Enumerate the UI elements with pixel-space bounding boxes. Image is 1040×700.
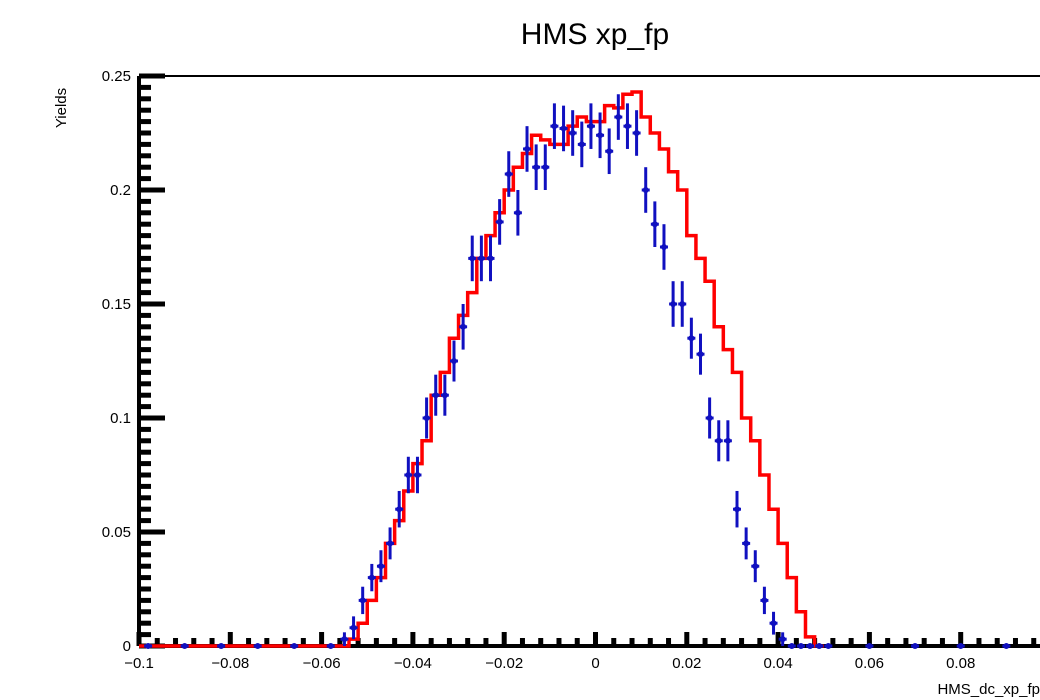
y-tick-label: 0	[123, 638, 131, 655]
data-point	[743, 540, 750, 547]
data-point	[816, 643, 823, 649]
data-point	[706, 415, 713, 421]
data-point	[341, 636, 348, 643]
data-point	[734, 506, 741, 513]
data-point	[670, 301, 677, 307]
x-tick-label: −0.02	[485, 655, 523, 672]
x-tick-label: −0.06	[303, 655, 341, 672]
data-point	[578, 141, 585, 148]
data-point	[377, 563, 384, 570]
data-point	[1003, 643, 1010, 649]
data-point	[423, 415, 430, 421]
data-point	[624, 123, 631, 130]
data-point	[606, 148, 613, 155]
data-point	[405, 472, 412, 478]
data-point	[660, 244, 667, 250]
y-tick-label: 0.15	[102, 296, 131, 313]
plot-area: 0 0.05 0.1 0.15 0.2 0.25 −0.1 −0.08 −0.06 −0.04 −0…	[102, 68, 1040, 672]
x-tick-label: −0.08	[211, 655, 249, 672]
y-axis-title: Yields	[53, 88, 70, 128]
x-tick-label: 0.04	[763, 655, 792, 672]
data-point	[496, 218, 503, 225]
data-point	[679, 301, 686, 307]
data-point	[866, 643, 873, 649]
data-point	[514, 209, 521, 216]
data-point	[396, 506, 403, 513]
data-point	[697, 351, 704, 358]
x-tick-label: 0.06	[855, 655, 884, 672]
data-point	[633, 130, 640, 136]
data-point	[807, 643, 814, 649]
data-point	[432, 392, 439, 399]
data-point	[779, 636, 786, 643]
x-tick-label: 0.08	[946, 655, 975, 672]
data-point	[505, 171, 512, 178]
x-tick-label: 0.02	[672, 655, 701, 672]
data-point	[752, 563, 759, 570]
x-tick-label: −0.1	[124, 655, 154, 672]
data-point	[218, 643, 225, 649]
data-point	[460, 323, 467, 330]
data-point	[450, 358, 457, 364]
x-tick-label: −0.04	[394, 655, 432, 672]
data-point	[487, 255, 494, 262]
y-tick-label: 0.1	[110, 410, 131, 427]
data-point	[825, 643, 832, 649]
data-point	[469, 255, 476, 262]
y-tick-label: 0.2	[110, 182, 131, 199]
data-point	[359, 597, 366, 604]
data-point	[569, 130, 576, 136]
data-point	[797, 643, 804, 649]
data-point	[441, 392, 448, 399]
data-point	[642, 187, 649, 193]
data-point	[350, 624, 357, 631]
data-point	[387, 540, 394, 547]
data-point	[560, 125, 567, 132]
data-point	[587, 123, 594, 130]
data-point	[957, 643, 964, 649]
data-point	[524, 145, 531, 152]
chart-title: HMS xp_fp	[521, 18, 669, 51]
data-point	[291, 643, 298, 649]
data-point	[688, 335, 695, 342]
data-point	[478, 255, 485, 262]
data-point	[254, 643, 261, 649]
data-point	[327, 643, 334, 649]
data-point	[912, 643, 919, 649]
data-point	[542, 164, 549, 171]
x-axis-title: HMS_dc_xp_fp	[937, 681, 1040, 698]
data-point	[181, 643, 188, 649]
data-point	[615, 114, 622, 121]
data-point	[368, 574, 375, 581]
data-point	[651, 221, 658, 228]
x-tick-label: 0	[591, 655, 599, 672]
data-point	[145, 643, 152, 649]
data-point	[715, 437, 722, 444]
data-point	[414, 472, 421, 478]
data-point	[533, 164, 540, 171]
y-tick-label: 0.05	[102, 524, 131, 541]
data-point	[788, 643, 795, 649]
data-point	[724, 437, 731, 444]
data-point	[770, 620, 777, 627]
y-tick-label: 0.25	[102, 68, 131, 85]
data-point	[551, 123, 558, 130]
histogram-step-line	[139, 90, 824, 648]
data-point	[597, 132, 604, 139]
data-point	[761, 597, 768, 604]
